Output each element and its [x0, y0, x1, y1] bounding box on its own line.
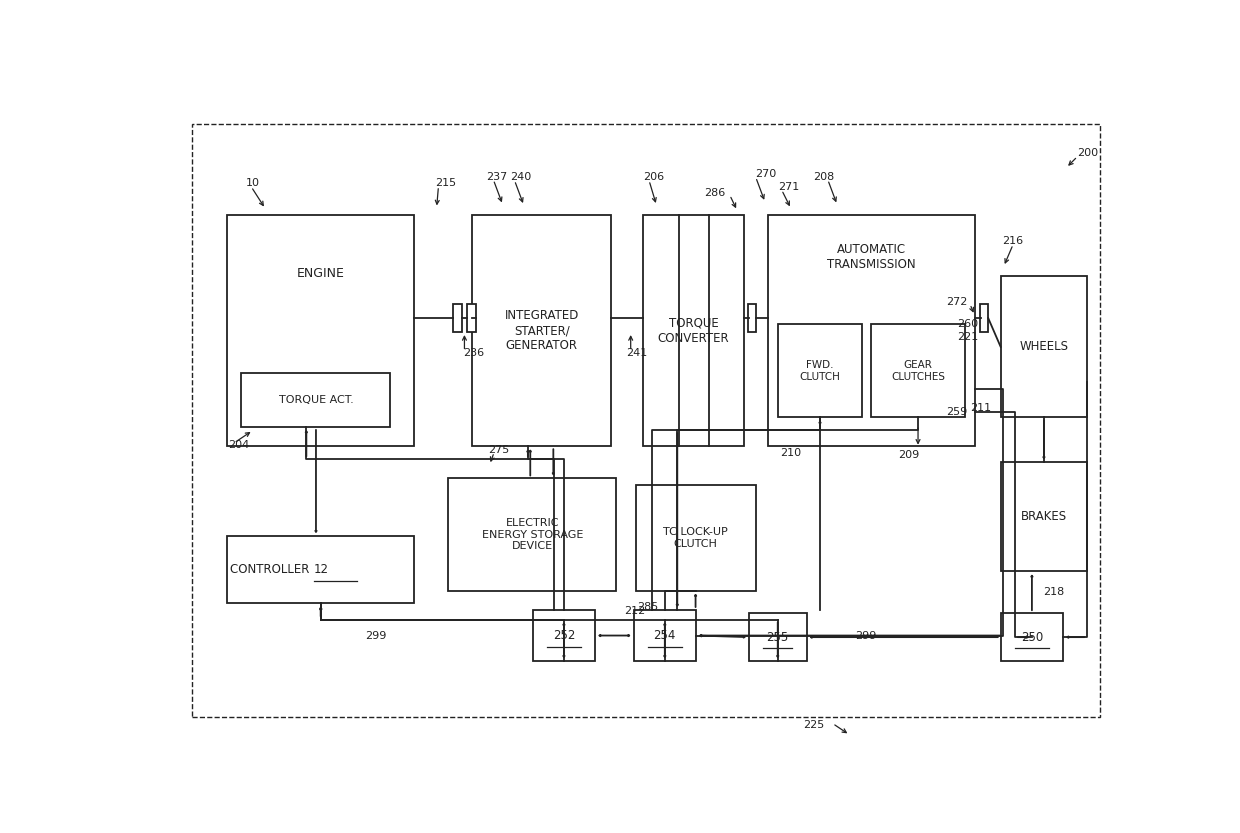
Text: 209: 209 — [898, 450, 919, 460]
Text: 236: 236 — [464, 348, 485, 358]
FancyBboxPatch shape — [242, 372, 391, 427]
Text: AUTOMATIC
TRANSMISSION: AUTOMATIC TRANSMISSION — [827, 243, 915, 271]
Text: 206: 206 — [644, 172, 665, 182]
Text: 200: 200 — [1078, 148, 1099, 158]
Text: 218: 218 — [1043, 587, 1065, 597]
Text: BRAKES: BRAKES — [1021, 511, 1066, 523]
Text: 255: 255 — [766, 631, 789, 644]
Text: 12: 12 — [314, 563, 329, 576]
FancyBboxPatch shape — [448, 478, 616, 591]
Text: 241: 241 — [626, 348, 647, 358]
Text: 286: 286 — [704, 188, 725, 198]
Text: TC LOCK-UP
CLUTCH: TC LOCK-UP CLUTCH — [663, 527, 728, 548]
FancyBboxPatch shape — [453, 303, 461, 332]
FancyBboxPatch shape — [635, 485, 755, 591]
Text: 254: 254 — [653, 629, 676, 642]
FancyBboxPatch shape — [644, 216, 744, 446]
FancyBboxPatch shape — [1001, 277, 1087, 417]
Text: 211: 211 — [970, 403, 991, 413]
Text: 221: 221 — [957, 332, 978, 342]
Text: FWD.
CLUTCH: FWD. CLUTCH — [800, 360, 841, 382]
FancyBboxPatch shape — [777, 325, 862, 417]
Text: 215: 215 — [435, 178, 456, 188]
Text: INTEGRATED
STARTER/
GENERATOR: INTEGRATED STARTER/ GENERATOR — [505, 309, 579, 352]
Text: 237: 237 — [486, 172, 508, 182]
Text: 260: 260 — [957, 319, 978, 330]
FancyBboxPatch shape — [1001, 613, 1063, 661]
Text: 275: 275 — [489, 445, 510, 455]
FancyBboxPatch shape — [870, 325, 965, 417]
Text: 259: 259 — [946, 407, 967, 417]
FancyBboxPatch shape — [467, 303, 476, 332]
Text: WHEELS: WHEELS — [1019, 341, 1069, 353]
Text: 252: 252 — [553, 629, 575, 642]
Text: 225: 225 — [802, 721, 823, 731]
Text: ENGINE: ENGINE — [296, 267, 345, 280]
Text: 216: 216 — [1002, 236, 1023, 246]
Text: GEAR
CLUTCHES: GEAR CLUTCHES — [892, 360, 945, 382]
FancyBboxPatch shape — [227, 216, 414, 446]
Text: 270: 270 — [755, 169, 777, 179]
Text: 212: 212 — [625, 606, 646, 616]
Text: 285: 285 — [637, 601, 658, 611]
FancyBboxPatch shape — [227, 536, 414, 603]
FancyBboxPatch shape — [533, 610, 595, 661]
Text: 208: 208 — [813, 172, 835, 182]
Text: 272: 272 — [946, 297, 967, 307]
Text: CONTROLLER: CONTROLLER — [229, 563, 312, 576]
Text: 299: 299 — [366, 631, 387, 641]
FancyBboxPatch shape — [768, 216, 975, 446]
Text: 240: 240 — [511, 172, 532, 182]
FancyBboxPatch shape — [472, 216, 611, 446]
Text: TORQUE ACT.: TORQUE ACT. — [279, 395, 353, 405]
Text: 271: 271 — [777, 182, 799, 192]
Text: 204: 204 — [228, 440, 249, 450]
FancyBboxPatch shape — [748, 304, 755, 332]
Text: 299: 299 — [856, 631, 877, 641]
FancyBboxPatch shape — [634, 610, 696, 661]
FancyBboxPatch shape — [749, 613, 806, 661]
Text: TORQUE
CONVERTER: TORQUE CONVERTER — [658, 317, 729, 345]
Text: 10: 10 — [247, 178, 260, 188]
FancyBboxPatch shape — [981, 304, 988, 332]
Text: ELECTRIC
ENERGY STORAGE
DEVICE: ELECTRIC ENERGY STORAGE DEVICE — [481, 518, 583, 551]
Text: 250: 250 — [1021, 631, 1043, 644]
FancyBboxPatch shape — [1001, 462, 1087, 571]
Text: 210: 210 — [780, 447, 801, 458]
